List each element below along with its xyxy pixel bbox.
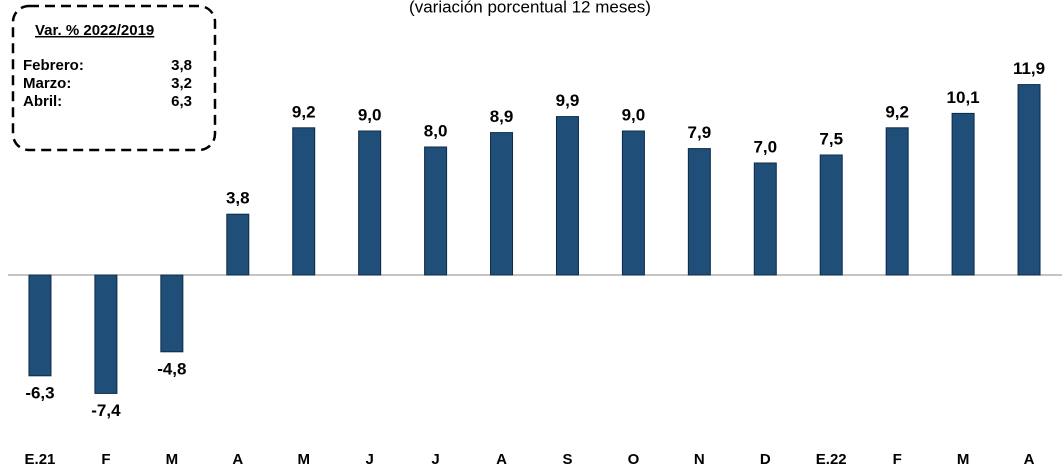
value-label: 7,0	[753, 137, 777, 156]
bar	[424, 146, 448, 276]
value-label: 7,5	[819, 129, 843, 148]
x-tick-label: M	[166, 451, 179, 468]
value-label: -6,3	[25, 383, 54, 402]
bar	[226, 213, 250, 276]
bar	[621, 130, 645, 276]
annotation-value: 3,2	[171, 75, 192, 92]
x-tick-label: S	[562, 451, 572, 468]
bar	[687, 148, 711, 276]
annotation-label: Febrero:	[23, 57, 84, 74]
annotation-label: Abril:	[23, 93, 62, 110]
x-tick-label: F	[893, 451, 902, 468]
bar	[951, 112, 975, 276]
x-tick-label: D	[760, 451, 771, 468]
value-label: 9,2	[292, 102, 316, 121]
bar	[819, 154, 843, 276]
value-label: 9,0	[358, 105, 382, 124]
annotation-value: 6,3	[171, 93, 192, 110]
x-tick-label: M	[297, 451, 310, 468]
x-tick-label: N	[694, 451, 705, 468]
x-tick-label: M	[957, 451, 970, 468]
value-label: 7,9	[688, 123, 712, 142]
x-tick-label: A	[1024, 451, 1035, 468]
bar	[555, 116, 579, 276]
x-tick-label: F	[101, 451, 110, 468]
x-tick-label: J	[431, 451, 439, 468]
x-tick-label: E.22	[816, 451, 847, 468]
annotation-value: 3,8	[171, 57, 192, 74]
bar	[160, 274, 184, 353]
bar	[28, 274, 52, 377]
value-label: 8,0	[424, 121, 448, 140]
value-label: 11,9	[1013, 59, 1045, 78]
bar	[490, 132, 514, 276]
x-tick-label: O	[628, 451, 640, 468]
chart-subtitle: (variación porcentual 12 meses)	[409, 0, 651, 16]
value-label: 8,9	[490, 107, 514, 126]
x-tick-label: E.21	[25, 451, 56, 468]
value-label: 3,8	[226, 189, 250, 208]
bar	[885, 127, 909, 276]
annotation-box	[11, 4, 217, 152]
value-label: 9,9	[556, 91, 580, 110]
value-label: -4,8	[157, 359, 186, 378]
annotation-title: Var. % 2022/2019	[35, 22, 154, 39]
bar	[1017, 84, 1041, 276]
bar	[292, 127, 316, 276]
value-label: 9,2	[885, 102, 909, 121]
bar	[358, 130, 382, 276]
bar	[94, 274, 118, 394]
value-label: 9,0	[622, 105, 646, 124]
x-tick-label: A	[496, 451, 507, 468]
value-label: 10,1	[947, 88, 980, 107]
x-tick-label: J	[365, 451, 373, 468]
annotation-label: Marzo:	[23, 75, 71, 92]
x-tick-label: A	[232, 451, 243, 468]
value-label: -7,4	[91, 401, 121, 420]
bar	[753, 162, 777, 276]
